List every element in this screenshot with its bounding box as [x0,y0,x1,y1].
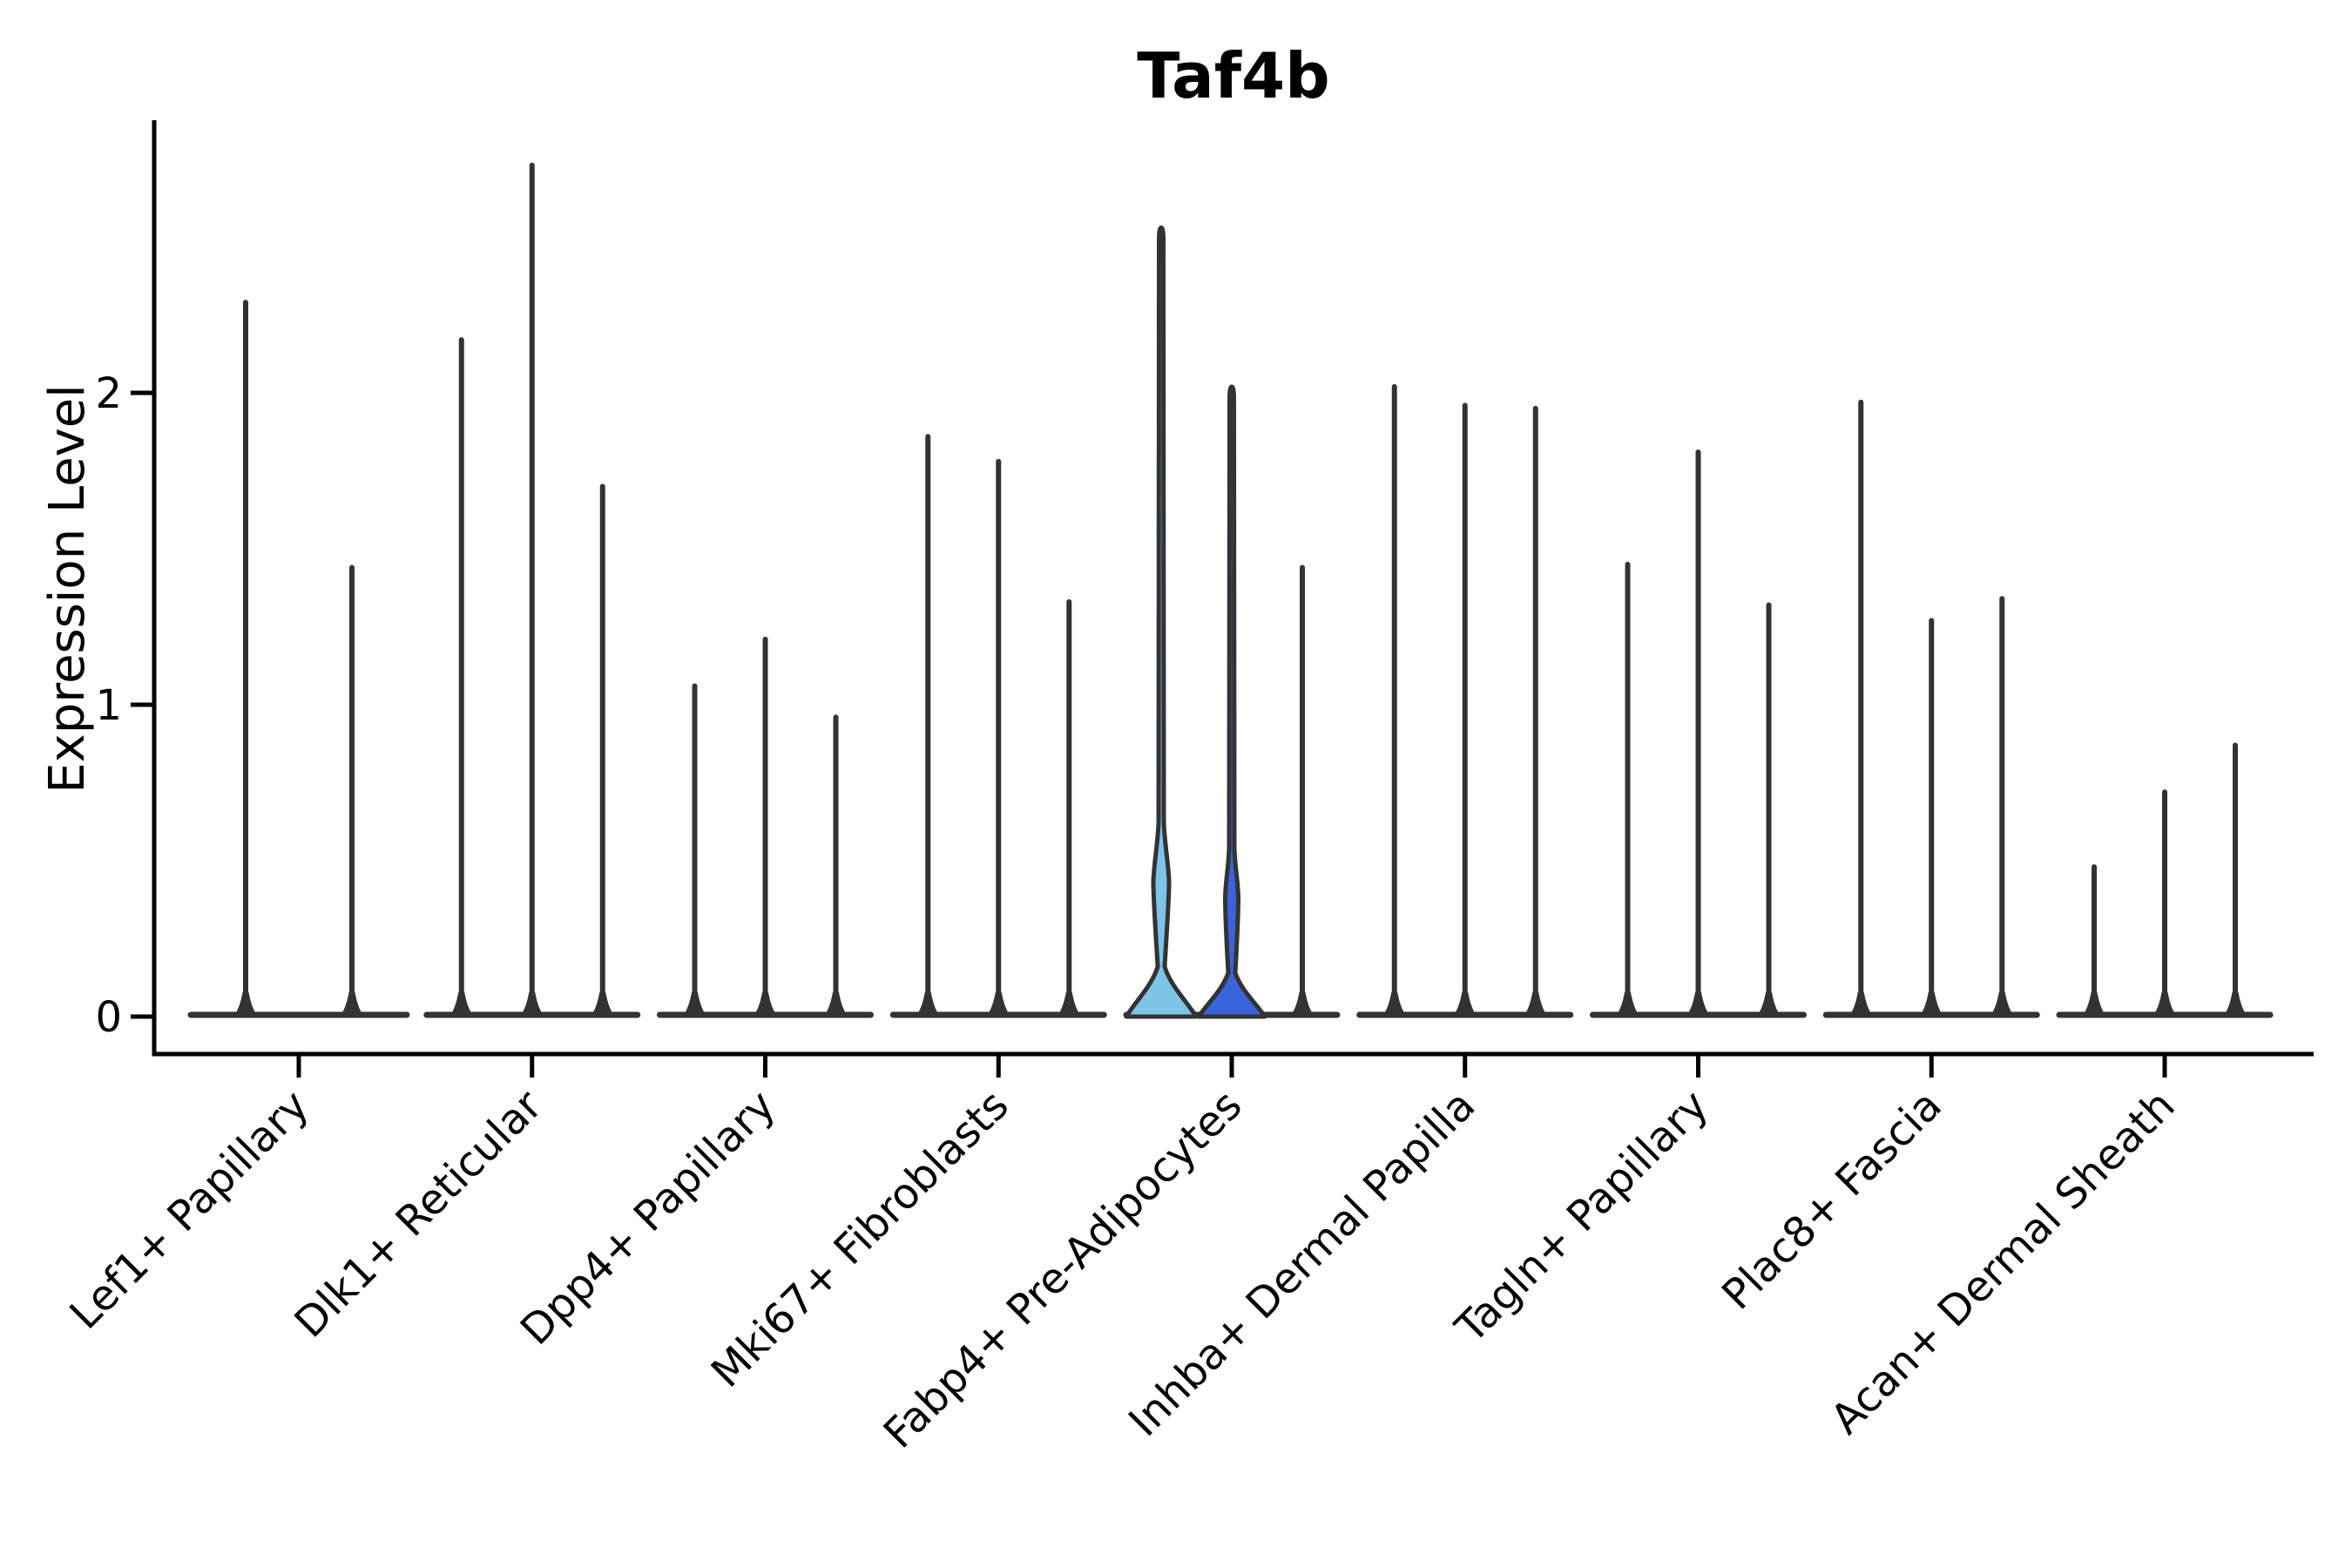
violin-body [1124,225,1199,1019]
x-category-label: Dpp4+ Papillary [511,1081,785,1355]
y-axis-label: Expression Level [39,384,96,794]
y-tick-label: 0 [95,993,122,1042]
violin-body [1196,384,1267,1019]
chart-title: Taf4b [1137,39,1329,112]
x-category-label: Dlk1+ Reticular [286,1081,552,1348]
y-tick-label: 1 [95,681,122,730]
x-category-label: Plac8+ Fascia [1713,1081,1951,1320]
x-category-label: Lef1+ Papillary [61,1081,319,1339]
y-tick-label: 2 [95,369,122,418]
x-category-label: Tagln+ Papillary [1446,1081,1718,1353]
